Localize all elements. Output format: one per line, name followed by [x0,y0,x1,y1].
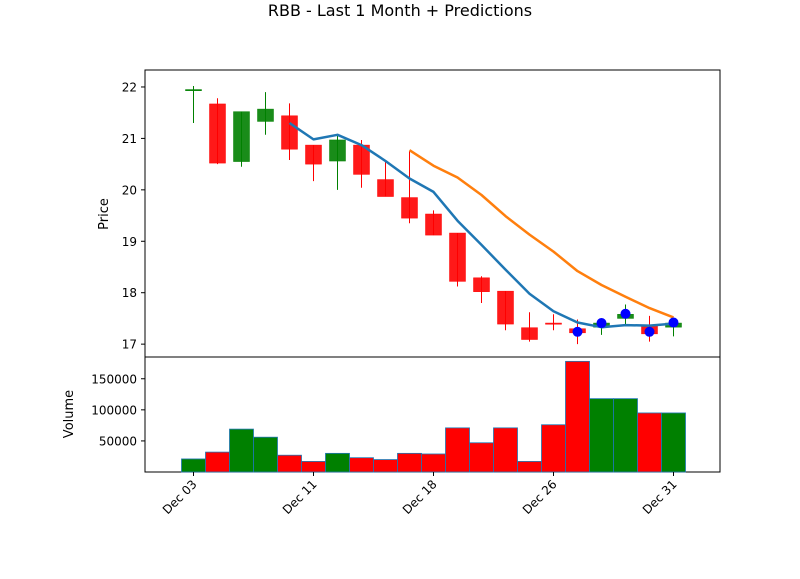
volume-bar [229,428,254,473]
volume-y-tick-label: 50000 [99,434,137,448]
price-plot-frame [144,69,721,358]
candle-body [257,108,274,122]
prediction-line [408,149,674,319]
x-axis-tick-label: Dec 03 [160,477,200,517]
chart-title: RBB - Last 1 Month + Predictions [268,1,532,20]
candle-body [449,232,466,282]
candle-body [545,322,562,325]
volume-bar [277,454,302,473]
price-axis-label: Price [97,198,112,230]
prediction-marker [596,318,607,329]
candle-body [473,277,490,292]
price-y-tick-label: 22 [122,80,137,94]
volume-axis-label: Volume [62,390,77,438]
volume-bar [661,412,686,473]
candle-body [377,179,394,197]
candle-body [281,115,298,150]
price-y-tick-label: 19 [122,235,137,249]
price-y-tick-label: 17 [122,338,137,352]
volume-y-tick-label: 150000 [91,372,137,386]
volume-bar [541,424,566,473]
volume-bar [613,398,638,473]
prediction-marker [620,308,631,319]
volume-bar [301,461,326,473]
volume-y-tick-label: 100000 [91,403,137,417]
volume-bar [253,436,278,473]
volume-bar [637,412,662,473]
candle-body [305,144,322,165]
price-y-tick-label: 18 [122,286,137,300]
volume-bar [469,442,494,473]
volume-bar [421,453,446,473]
price-panel: 17 18 19 20 21 22 [122,69,721,358]
volume-panel: 50000 100000 150000 Dec 03 Dec 11 Dec 18 Dec 2… [91,356,721,517]
candle-body [521,327,538,340]
price-y-tick-label: 21 [122,132,137,146]
volume-bar [325,452,350,473]
volume-bar [349,457,374,473]
volume-bar [493,427,518,473]
candle-body [497,290,514,325]
moving-average-line [288,121,674,329]
candle-body [185,89,202,91]
candle-body [401,197,418,219]
volume-bar [445,427,470,473]
x-axis-tick-label: Dec 18 [400,477,440,517]
prediction-marker [644,326,655,337]
x-axis-tick-label: Dec 11 [280,477,320,517]
volume-bar [181,458,206,473]
candle-body [329,139,346,162]
volume-bar [517,461,542,473]
x-axis-tick-label: Dec 26 [520,477,560,517]
candle-body [233,111,250,162]
x-axis-tick-label: Dec 31 [640,477,680,517]
price-y-tick-label: 20 [122,183,137,197]
candle-body [425,213,442,236]
volume-bar [373,459,398,473]
volume-bar [397,452,422,473]
volume-bar [565,360,590,473]
volume-bar [589,398,614,473]
prediction-marker [668,317,679,328]
prediction-marker [572,326,583,337]
candle-body [209,103,226,164]
volume-bar [205,451,230,473]
